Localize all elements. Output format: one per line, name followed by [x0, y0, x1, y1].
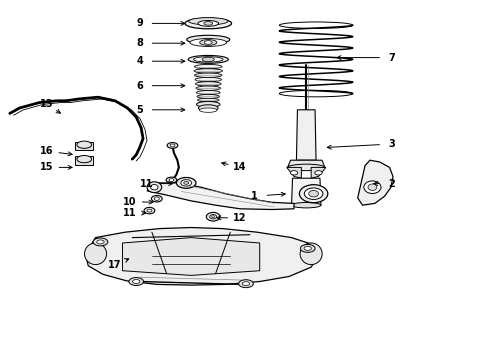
Ellipse shape: [188, 55, 228, 63]
Polygon shape: [75, 142, 93, 150]
Ellipse shape: [196, 102, 220, 107]
Ellipse shape: [166, 177, 177, 183]
Ellipse shape: [84, 243, 107, 265]
Text: 13: 13: [40, 99, 53, 109]
Ellipse shape: [212, 216, 215, 218]
Text: 9: 9: [136, 18, 143, 28]
Ellipse shape: [198, 105, 218, 111]
Ellipse shape: [315, 171, 322, 175]
Ellipse shape: [151, 185, 158, 190]
Ellipse shape: [196, 86, 220, 90]
Polygon shape: [147, 183, 294, 210]
Ellipse shape: [129, 278, 144, 285]
Ellipse shape: [170, 144, 175, 147]
Ellipse shape: [187, 35, 230, 44]
Ellipse shape: [197, 94, 220, 99]
Ellipse shape: [204, 41, 212, 44]
Ellipse shape: [299, 185, 328, 203]
Ellipse shape: [309, 190, 318, 197]
Text: 15: 15: [40, 162, 53, 172]
Ellipse shape: [184, 181, 189, 184]
Text: 2: 2: [389, 179, 395, 189]
Ellipse shape: [189, 18, 228, 25]
Ellipse shape: [368, 184, 377, 190]
Text: 11: 11: [140, 179, 154, 189]
Ellipse shape: [239, 280, 253, 288]
Polygon shape: [287, 167, 301, 178]
Ellipse shape: [147, 182, 162, 193]
Text: 5: 5: [136, 105, 143, 115]
Ellipse shape: [147, 209, 152, 212]
Ellipse shape: [199, 108, 217, 112]
Ellipse shape: [77, 156, 92, 163]
Ellipse shape: [196, 82, 221, 86]
Ellipse shape: [196, 90, 220, 94]
Ellipse shape: [169, 179, 174, 181]
Ellipse shape: [304, 246, 312, 251]
Ellipse shape: [197, 98, 219, 102]
Polygon shape: [311, 167, 326, 178]
Ellipse shape: [132, 279, 140, 284]
Ellipse shape: [292, 202, 321, 208]
Ellipse shape: [195, 64, 222, 69]
Ellipse shape: [195, 73, 222, 77]
Polygon shape: [86, 228, 318, 285]
Ellipse shape: [194, 69, 222, 73]
Ellipse shape: [77, 141, 92, 148]
Text: 16: 16: [40, 146, 53, 156]
Ellipse shape: [176, 177, 196, 188]
Polygon shape: [75, 156, 93, 165]
Ellipse shape: [364, 181, 381, 194]
Text: 3: 3: [389, 139, 395, 149]
Text: 4: 4: [136, 56, 143, 66]
Text: 11: 11: [123, 208, 137, 218]
Polygon shape: [122, 238, 260, 275]
Text: 14: 14: [233, 162, 247, 172]
Ellipse shape: [200, 40, 217, 45]
Text: 7: 7: [389, 53, 395, 63]
Ellipse shape: [195, 77, 221, 82]
Text: 12: 12: [233, 213, 247, 223]
Polygon shape: [292, 178, 321, 205]
Ellipse shape: [288, 164, 325, 171]
Ellipse shape: [300, 244, 315, 252]
Ellipse shape: [300, 243, 322, 265]
Ellipse shape: [93, 238, 108, 246]
Text: 6: 6: [136, 81, 143, 91]
Ellipse shape: [304, 188, 323, 199]
Ellipse shape: [144, 207, 155, 214]
Polygon shape: [358, 160, 393, 205]
Ellipse shape: [210, 215, 217, 219]
Ellipse shape: [198, 21, 219, 26]
Polygon shape: [296, 110, 316, 160]
Text: 8: 8: [136, 38, 143, 48]
Ellipse shape: [194, 57, 223, 62]
Text: 10: 10: [123, 197, 137, 207]
Ellipse shape: [290, 171, 297, 175]
Ellipse shape: [206, 212, 220, 221]
Text: 1: 1: [251, 191, 258, 201]
Ellipse shape: [181, 180, 192, 186]
Ellipse shape: [242, 282, 249, 286]
Polygon shape: [288, 160, 325, 167]
Ellipse shape: [185, 18, 232, 29]
Ellipse shape: [151, 195, 162, 202]
Ellipse shape: [204, 22, 213, 25]
Ellipse shape: [97, 240, 104, 244]
Ellipse shape: [167, 143, 178, 148]
Ellipse shape: [190, 39, 226, 46]
Ellipse shape: [202, 57, 215, 62]
Ellipse shape: [154, 197, 159, 201]
Text: 17: 17: [108, 260, 122, 270]
